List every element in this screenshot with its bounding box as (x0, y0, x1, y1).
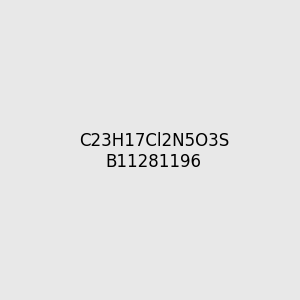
Text: C23H17Cl2N5O3S
B11281196: C23H17Cl2N5O3S B11281196 (79, 132, 229, 171)
